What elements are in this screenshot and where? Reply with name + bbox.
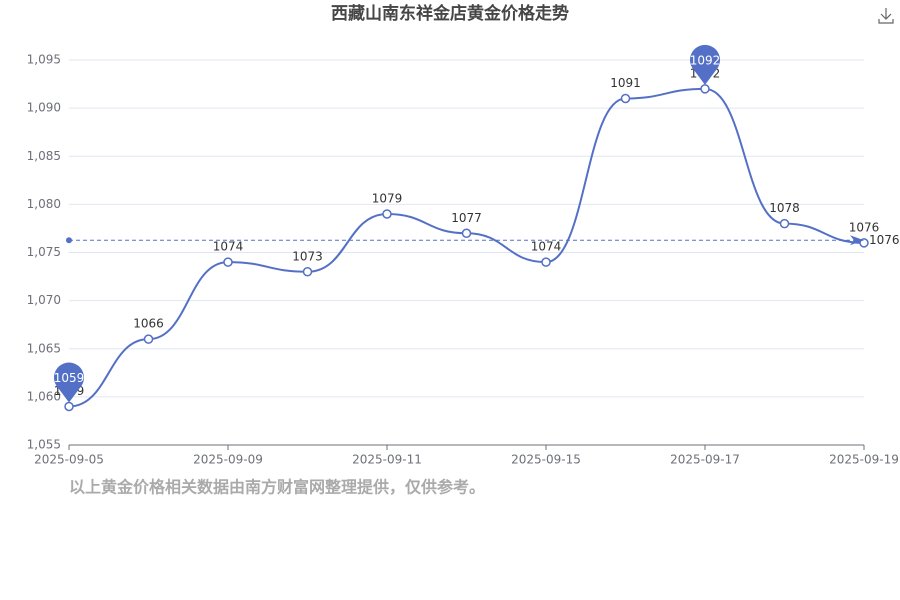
- data-label: 1078: [769, 201, 800, 215]
- average-start: [66, 237, 72, 244]
- y-tick-label: 1,070: [27, 293, 61, 307]
- data-label: 1066: [133, 317, 164, 331]
- line: [68, 87, 865, 408]
- x-tick-label: 2025-09-05: [34, 453, 104, 467]
- pin: [54, 362, 84, 403]
- point: [541, 257, 551, 267]
- data-label: 1077: [451, 211, 482, 225]
- pin-label: 1059: [54, 371, 85, 385]
- data-label: 1074: [213, 240, 244, 254]
- data-label: 1073: [292, 249, 323, 263]
- x-tick-label: 2025-09-15: [511, 453, 581, 467]
- point: [779, 218, 790, 229]
- y-tick-label: 1,055: [27, 438, 61, 452]
- y-tick-label: 1,090: [27, 101, 61, 115]
- footnote: 以上黄金价格相关数据由南方财富网整理提供，仅供参考。: [69, 478, 485, 497]
- data-label: 1076: [849, 220, 880, 234]
- y-tick-label: 1,075: [27, 245, 61, 259]
- pin: [690, 44, 720, 85]
- point: [64, 401, 74, 412]
- data-label: 1074: [531, 240, 562, 254]
- download-button[interactable]: [878, 8, 894, 24]
- point: [143, 334, 154, 344]
- y-tick-label: 1,095: [27, 53, 61, 67]
- y-tick-label: 1,080: [27, 197, 61, 211]
- x-tick-label: 2025-09-17: [670, 453, 740, 467]
- point: [382, 209, 392, 219]
- download-icon[interactable]: [878, 8, 894, 24]
- x-tick-label: 2025-09-09: [193, 453, 263, 467]
- data-label: 1079: [372, 192, 403, 206]
- point: [302, 267, 313, 277]
- average-arrow: [850, 235, 864, 246]
- y-tick-label: 1,060: [27, 389, 61, 403]
- x-tick-label: 2025-09-19: [829, 453, 899, 467]
- point: [700, 84, 710, 94]
- pin-label: 1092: [690, 53, 721, 67]
- point: [223, 257, 233, 267]
- point: [620, 93, 631, 104]
- chart-title: 西藏山南东祥金店黄金价格走势: [331, 3, 569, 24]
- data-label: 1091: [610, 76, 641, 90]
- y-tick-label: 1,065: [27, 341, 61, 355]
- point: [461, 228, 472, 238]
- y-tick-label: 1,085: [27, 149, 61, 163]
- x-tick-label: 2025-09-11: [352, 453, 422, 467]
- average-label: 1076: [869, 233, 900, 247]
